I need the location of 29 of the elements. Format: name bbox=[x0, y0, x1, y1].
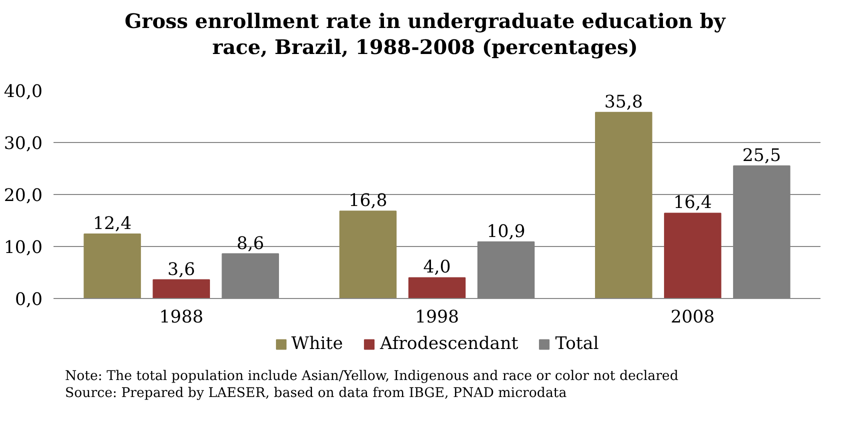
data-label: 16,4 bbox=[673, 193, 712, 214]
data-label: 16,8 bbox=[348, 191, 388, 212]
x-tick-label: 1998 bbox=[414, 308, 460, 328]
data-label: 10,9 bbox=[486, 222, 526, 242]
bar bbox=[408, 277, 466, 298]
source-note: Source: Prepared by LAESER, based on data from IBGE, PNAD microdata bbox=[65, 386, 567, 402]
y-tick-label: 0,0 bbox=[14, 290, 43, 310]
legend-label: Total bbox=[555, 334, 599, 354]
data-label: 12,4 bbox=[93, 214, 132, 234]
bar bbox=[664, 212, 722, 298]
x-tick-label: 1988 bbox=[159, 308, 204, 328]
y-tick-label: 20,0 bbox=[4, 186, 43, 206]
data-label: 35,8 bbox=[604, 92, 643, 112]
data-label: 8,6 bbox=[236, 234, 264, 254]
y-tick-label: 30,0 bbox=[4, 134, 43, 154]
bar bbox=[595, 112, 652, 298]
legend-label: White bbox=[291, 334, 343, 354]
text: Note: The total population include Asian/Yellow, Indigenous and race or color not declared bbox=[65, 369, 678, 384]
bar bbox=[84, 234, 141, 298]
y-tick-label: 40,0 bbox=[4, 82, 43, 102]
x-tick-label: 2008 bbox=[670, 308, 715, 328]
legend-label: Afrodescendant bbox=[380, 334, 518, 354]
data-label: 3,6 bbox=[168, 260, 196, 280]
bar bbox=[339, 210, 397, 298]
data-label: 4,0 bbox=[423, 258, 451, 278]
y-tick-label: 10,0 bbox=[4, 238, 43, 258]
bar bbox=[152, 279, 210, 298]
data-label: 25,5 bbox=[742, 146, 781, 166]
chart-title: Gross enrollment rate in undergraduate education by race, Brazil, 1988-2008 (percentages) bbox=[124, 8, 726, 60]
